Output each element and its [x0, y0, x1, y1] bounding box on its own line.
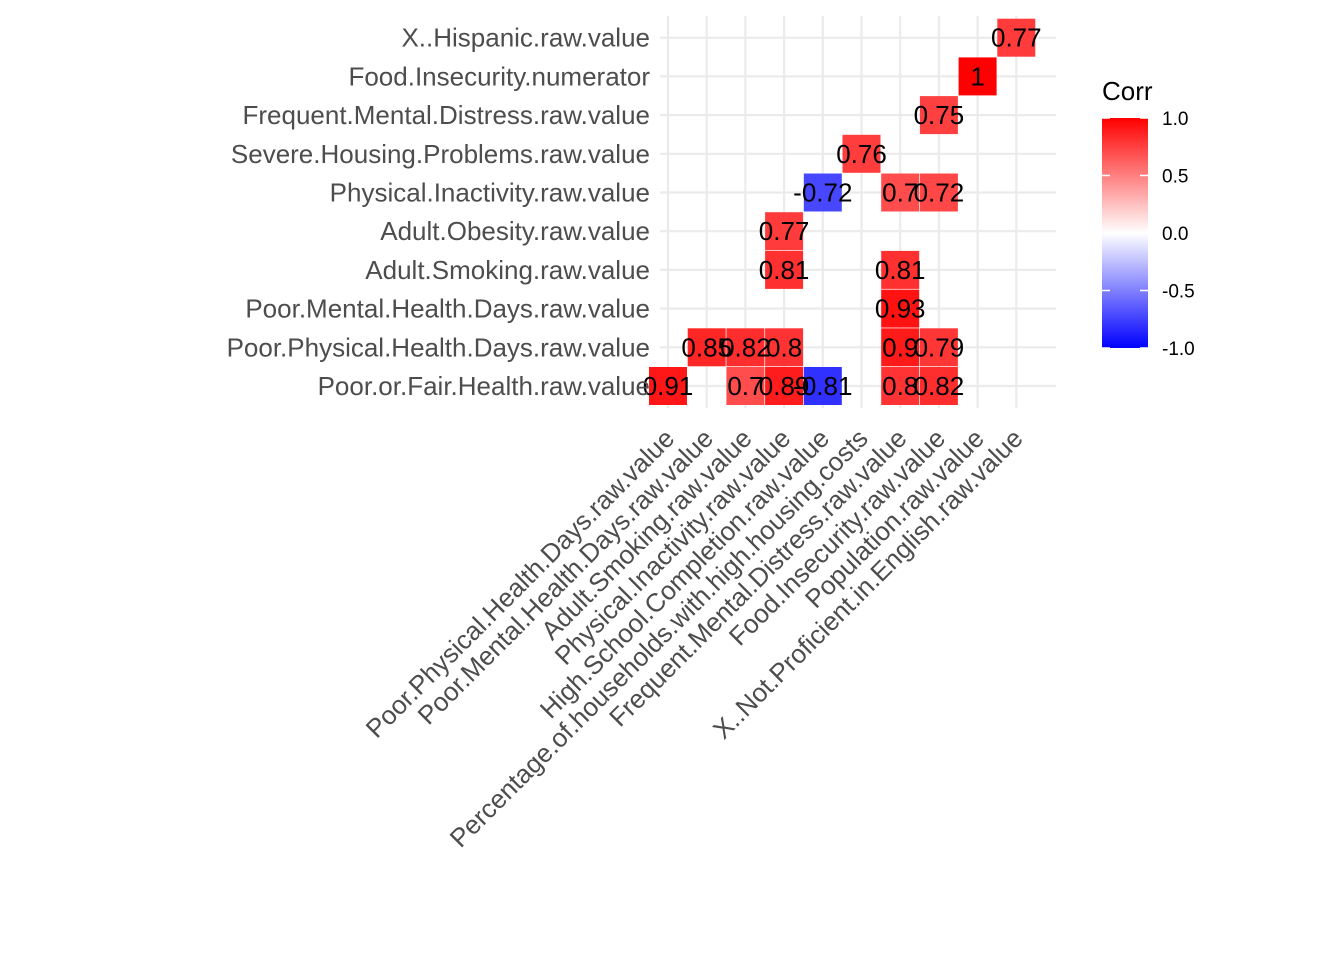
y-axis-tick-labels: Poor.or.Fair.Health.raw.value Poor.Physic…: [227, 23, 651, 401]
cell-value-label: 0.9: [882, 332, 918, 362]
y-tick-label: Adult.Obesity.raw.value: [380, 216, 650, 246]
heatmap-cell: [765, 250, 804, 289]
cell-value-label: 0.76: [836, 139, 887, 169]
cell-value-label: 0.77: [991, 23, 1042, 53]
heatmap-cell: [842, 134, 881, 173]
cell-value-label: 0.7: [882, 178, 918, 208]
y-tick-label: Poor.Physical.Health.Days.raw.value: [227, 332, 650, 362]
cell-value-label: 0.91: [643, 371, 694, 401]
legend-tick-label: -0.5: [1162, 282, 1195, 303]
y-tick-label: Severe.Housing.Problems.raw.value: [231, 139, 650, 169]
heatmap-cell: [881, 250, 920, 289]
legend-tick-label: 1.0: [1162, 109, 1188, 130]
cell-value-label: 0.89: [759, 371, 810, 401]
y-tick-label: Physical.Inactivity.raw.value: [330, 178, 650, 208]
heatmap-cell: [765, 212, 804, 251]
cell-value-label: 0.77: [759, 216, 810, 246]
heatmap-cells: [649, 18, 1036, 405]
heatmap-cell: [726, 367, 765, 405]
legend-title: Corr: [1102, 76, 1153, 106]
cell-value-label: 0.93: [875, 294, 926, 324]
heatmap-cell: [881, 328, 920, 367]
y-tick-label: Frequent.Mental.Distress.raw.value: [242, 100, 650, 130]
y-tick-label: X..Hispanic.raw.value: [401, 23, 650, 53]
legend-tick-label: 0.5: [1162, 167, 1188, 188]
y-tick-label: Food.Insecurity.numerator: [348, 61, 650, 91]
color-legend: Corr 1.0 0.5 0.0 -0.5 -1.0: [1102, 76, 1195, 360]
cell-value-label: 0.81: [759, 255, 810, 285]
heatmap-cell: [958, 57, 997, 96]
x-axis-tick-labels: Poor.Physical.Health.Days.raw.valuePoor.…: [360, 423, 1029, 853]
cell-value-label: 0.85: [681, 332, 732, 362]
heatmap-cell: [765, 367, 804, 405]
cell-value-label: 0.82: [914, 371, 965, 401]
cell-value-label: 1: [970, 61, 984, 91]
heatmap-cell: [881, 289, 920, 328]
heatmap-cell: [803, 173, 842, 212]
heatmap-cell: [649, 367, 687, 405]
heatmap-cell: [881, 367, 920, 405]
heatmap-cell: [687, 328, 726, 367]
cell-value-label: 0.72: [914, 178, 965, 208]
heatmap-cell: [881, 173, 920, 212]
cell-value-label: 0.79: [914, 332, 965, 362]
heatmap-cell: [919, 328, 958, 367]
y-tick-label: Poor.or.Fair.Health.raw.value: [318, 371, 650, 401]
legend-ticks: 1.0 0.5 0.0 -0.5 -1.0: [1102, 109, 1195, 360]
legend-tick-label: 0.0: [1162, 224, 1188, 245]
heatmap-cell: [919, 367, 958, 405]
y-tick-label: Adult.Smoking.raw.value: [365, 255, 650, 285]
y-tick-label: Poor.Mental.Health.Days.raw.value: [245, 294, 650, 324]
heatmap-cell: [919, 96, 958, 135]
cell-value-label: 0.81: [875, 255, 926, 285]
cell-value-labels: 0.91 0.70.89-0.81 0.80.820.850.820.8 0.90.7…: [643, 23, 1042, 401]
heatmap-cell: [726, 328, 765, 367]
cell-value-label: 0.82: [720, 332, 771, 362]
cell-value-label: -0.72: [793, 178, 852, 208]
heatmap-cell: [765, 328, 804, 367]
cell-value-label: 0.75: [914, 100, 965, 130]
legend-tick-label: -1.0: [1162, 339, 1195, 360]
heatmap-cell: [997, 18, 1036, 57]
cell-value-label: 0.7: [727, 371, 763, 401]
heatmap-cell: [919, 173, 958, 212]
cell-value-label: 0.8: [766, 332, 802, 362]
heatmap-cell: [803, 367, 842, 405]
cell-value-label: -0.81: [793, 371, 852, 401]
cell-value-label: 0.8: [882, 371, 918, 401]
